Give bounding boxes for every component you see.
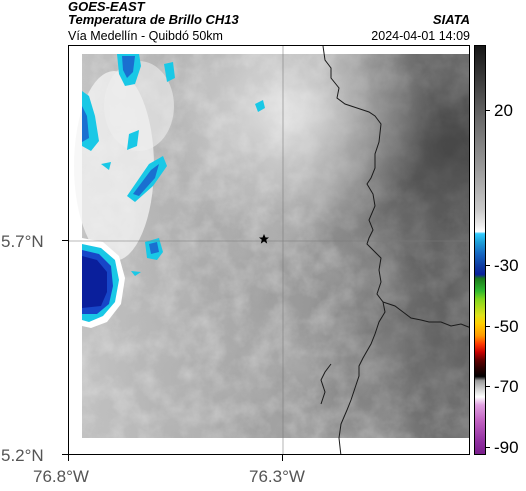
y-tick-5.7 (62, 240, 68, 241)
x-tick-76.3 (282, 455, 283, 461)
y-tick-5.2 (62, 454, 68, 455)
colorbar-label: 20 (494, 101, 513, 120)
cold-cloud-tops (82, 54, 265, 328)
y-tick-label: 5.7°N (1, 232, 44, 251)
y-tick-label: 5.2°N (1, 446, 44, 465)
colorbar-tick (486, 110, 490, 111)
temperature-colorbar (474, 45, 486, 455)
satellite-map[interactable] (68, 45, 470, 455)
x-tick-label: 76.8°W (33, 467, 89, 486)
colorbar-label: -90 (494, 438, 519, 457)
admin-boundaries (320, 46, 469, 454)
colorbar-label: -50 (494, 317, 519, 336)
colorbar-tick (486, 265, 490, 266)
colorbar-tick (486, 326, 490, 327)
x-tick-76.8 (68, 455, 69, 461)
datetime-label: 2024-04-01 14:09 (371, 29, 470, 43)
star-marker (259, 234, 269, 244)
colorbar-label: -30 (494, 256, 519, 275)
region-label: Vía Medellín - Quibdó 50km (68, 29, 223, 43)
product-title: Temperatura de Brillo CH13 (68, 12, 239, 27)
organization-label: SIATA (432, 12, 470, 27)
satellite-name: GOES-EAST (68, 0, 145, 14)
colorbar-tick (486, 447, 490, 448)
colorbar-tick (486, 386, 490, 387)
graticule (69, 46, 469, 454)
x-tick-label: 76.3°W (249, 467, 305, 486)
imagery-layer (74, 54, 469, 438)
colorbar-label: -70 (494, 377, 519, 396)
